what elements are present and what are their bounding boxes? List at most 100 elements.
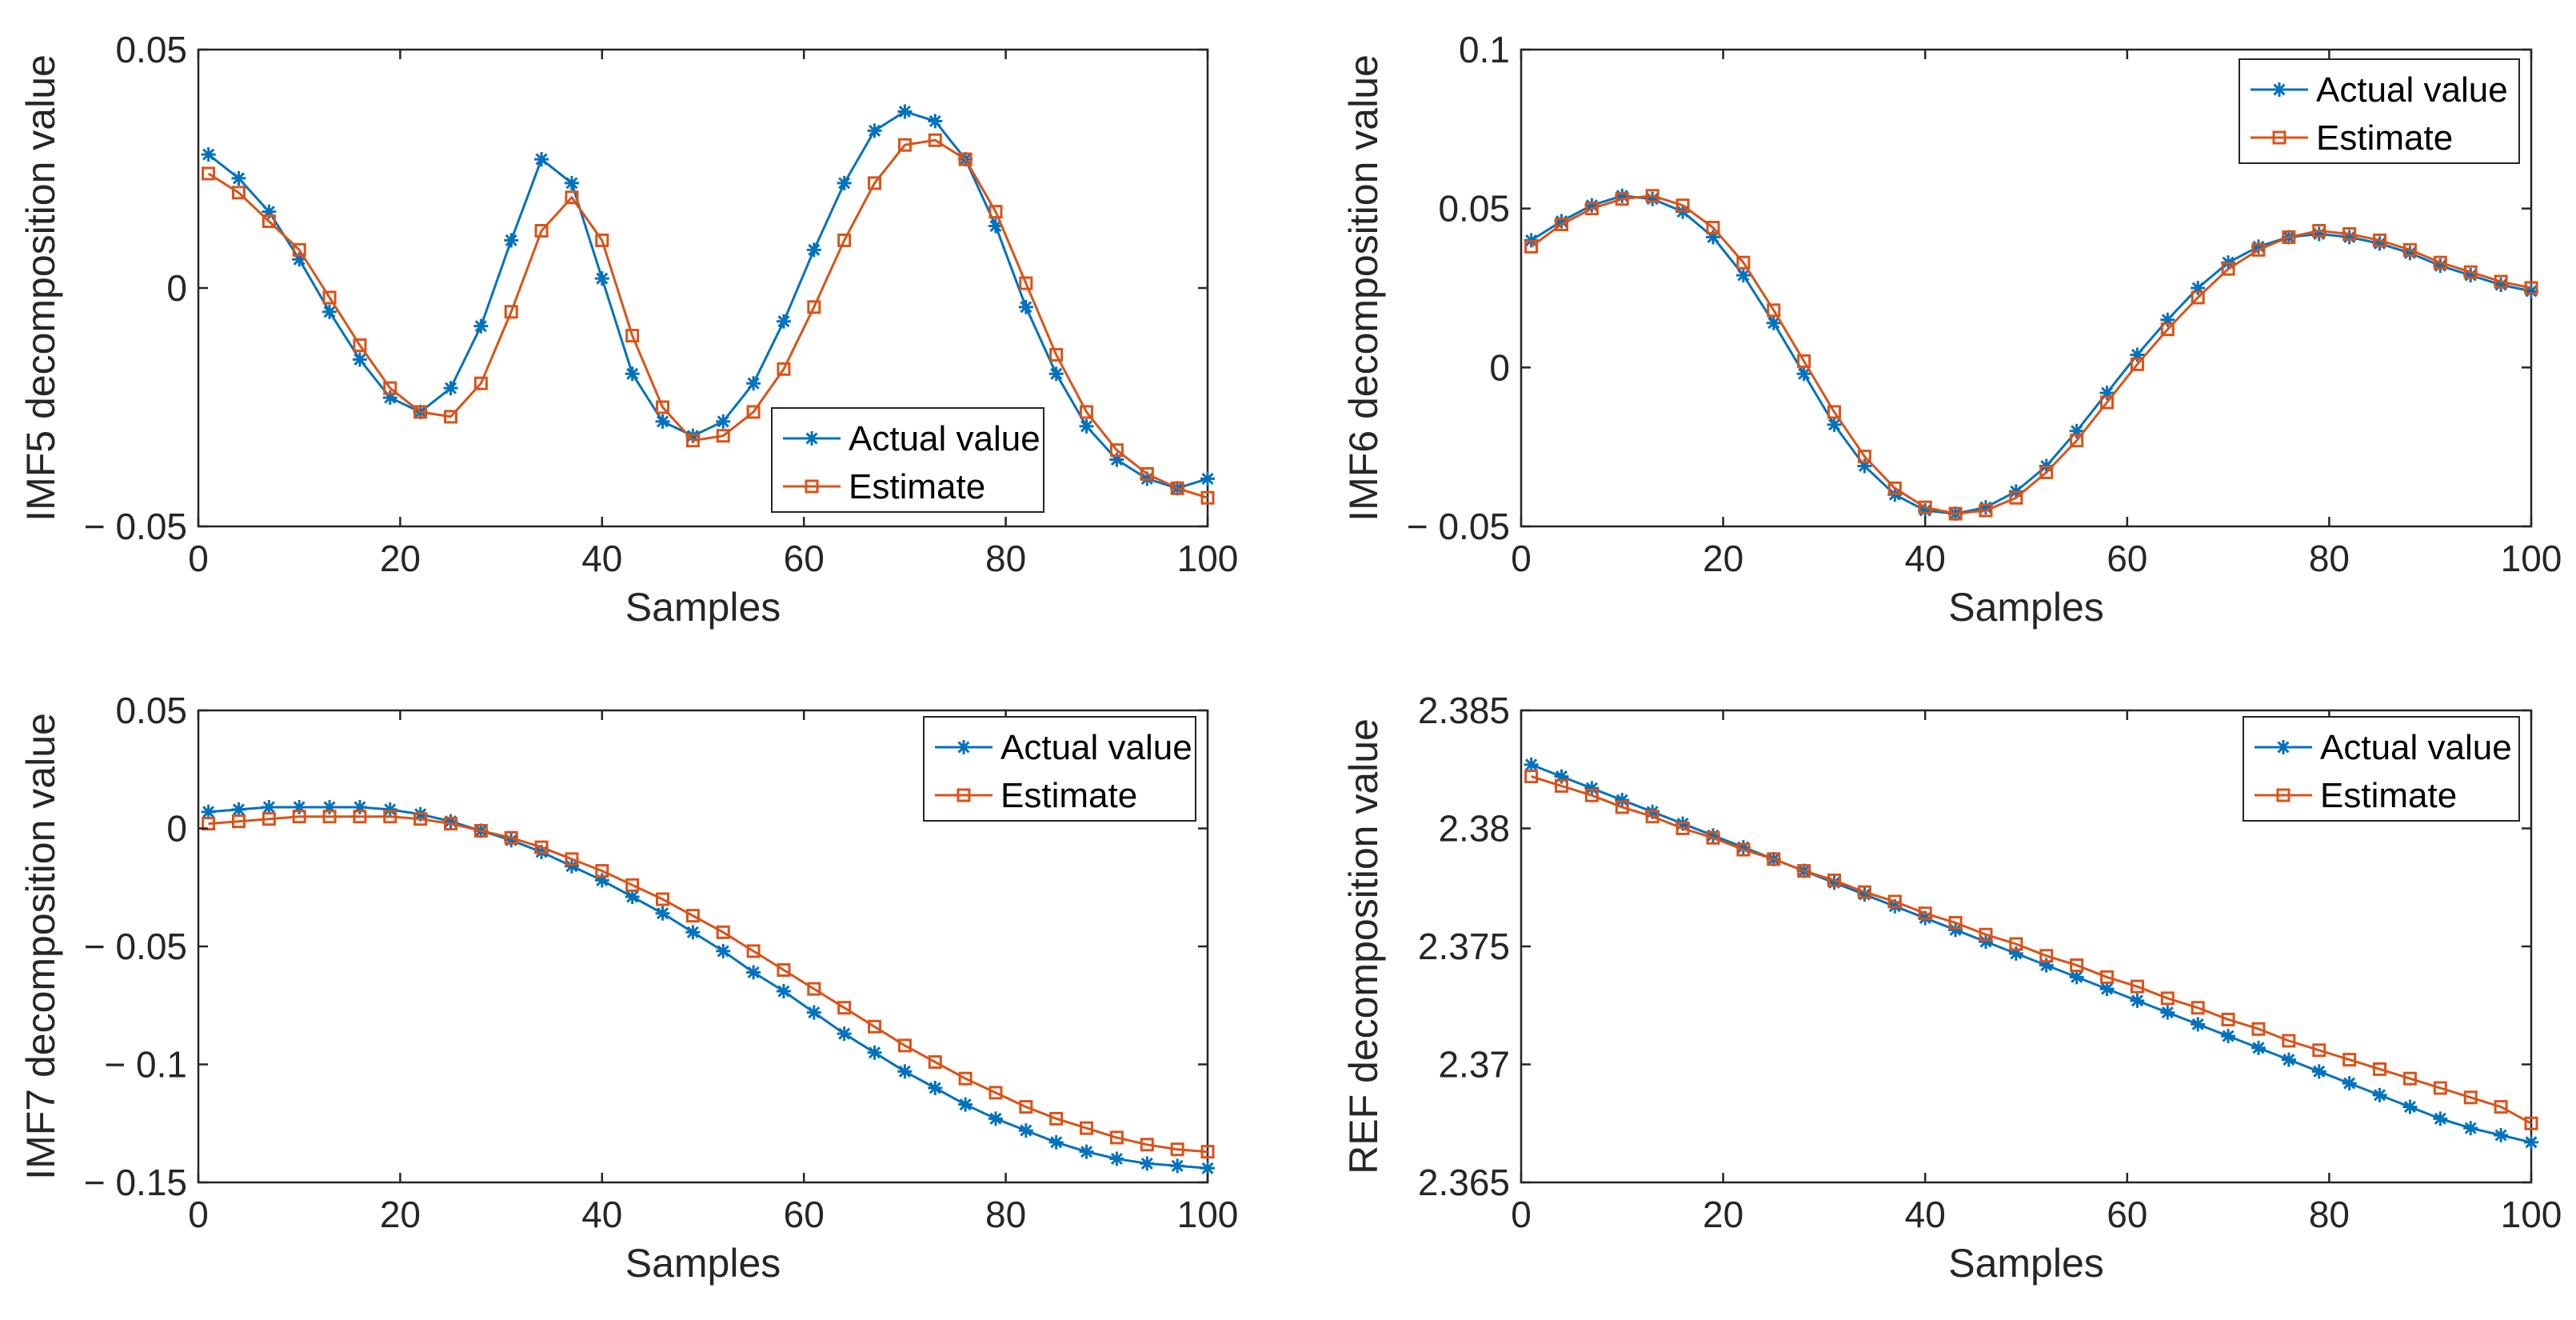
- data-point: [746, 376, 761, 391]
- data-point: [625, 329, 640, 343]
- data-point: [1524, 757, 1539, 772]
- data-point: [2221, 1029, 2236, 1044]
- data-point: [2009, 937, 2023, 951]
- legend-marker: [2276, 788, 2290, 802]
- data-point: [322, 304, 337, 319]
- data-point: [897, 138, 912, 152]
- chart-imf7: 0 20 40 60 80 100 − 0.15 − 0.1 − 0.05 0 0.05 Sample…: [18, 690, 1238, 1286]
- data-point: [837, 1026, 852, 1042]
- data-point: [1080, 405, 1094, 419]
- legend-marker: [805, 479, 819, 494]
- data-point: [2191, 290, 2205, 305]
- data-point: [1736, 255, 1751, 270]
- data-point: [292, 242, 306, 257]
- data-point: [231, 186, 246, 200]
- data-point: [1827, 417, 1842, 432]
- legend-entry-actual-value: Actual value: [2254, 728, 2512, 767]
- data-point: [837, 1001, 852, 1015]
- x-tick-label: 0: [188, 1194, 209, 1235]
- data-point: [2463, 1121, 2478, 1136]
- data-point: [1048, 1134, 1064, 1150]
- y-tick-label: − 0.05: [1407, 506, 1510, 547]
- data-point: [2070, 434, 2084, 448]
- data-point: [1019, 1100, 1033, 1114]
- data-point: [1018, 299, 1033, 314]
- legend-marker: [2276, 740, 2290, 754]
- y-tick-label: − 0.05: [84, 926, 187, 967]
- data-point: [201, 147, 216, 162]
- data-point: [1978, 934, 1993, 950]
- y-tick-label: − 0.15: [84, 1162, 187, 1203]
- legend-box: [771, 407, 1044, 513]
- data-point: [2130, 357, 2144, 371]
- series-line-estimate-ref: [1531, 775, 2532, 1125]
- data-point: [2494, 274, 2508, 289]
- data-point: [1796, 366, 1811, 382]
- x-tick-label: 80: [2309, 1194, 2350, 1235]
- data-point: [2160, 991, 2175, 1006]
- data-point: [473, 376, 488, 390]
- y-tick-label: 2.37: [1438, 1044, 1510, 1086]
- legend-imf6: Actual value Estimate: [2239, 58, 2520, 164]
- data-point: [1049, 347, 1064, 362]
- legend-entry-estimate: Estimate: [935, 776, 1137, 815]
- data-point: [625, 878, 640, 892]
- series-actual-value-imf7: [201, 799, 1215, 1176]
- data-point: [1140, 1156, 1155, 1171]
- data-point: [1109, 1151, 1124, 1166]
- data-point: [2342, 1053, 2357, 1067]
- data-point: [897, 1038, 912, 1053]
- data-point: [1918, 500, 1932, 514]
- data-point: [1797, 354, 1811, 368]
- data-point: [444, 817, 457, 831]
- legend-box: [923, 716, 1196, 822]
- legend-label: Estimate: [849, 467, 985, 506]
- x-tick-label: 40: [581, 1194, 622, 1235]
- data-point: [1645, 189, 1659, 203]
- y-tick-label: 2.375: [1418, 926, 1510, 967]
- data-point: [1857, 885, 1871, 899]
- data-point: [2433, 255, 2447, 270]
- data-point: [262, 799, 277, 814]
- series-line-actual-ref: [1531, 763, 2532, 1144]
- data-point: [958, 1097, 973, 1112]
- data-point: [292, 810, 306, 824]
- data-point: [2221, 262, 2235, 276]
- data-point: [564, 858, 579, 874]
- data-point: [655, 906, 670, 921]
- data-point: [1140, 466, 1154, 481]
- legend-marker: [2272, 82, 2286, 97]
- data-point: [897, 1064, 913, 1079]
- data-point: [231, 814, 246, 829]
- legend-entry-actual-value: Actual value: [935, 728, 1192, 767]
- data-point: [1584, 781, 1600, 796]
- x-tick-label: 20: [1703, 1194, 1743, 1235]
- data-point: [2130, 993, 2145, 1008]
- data-point: [807, 982, 821, 996]
- data-point: [1766, 315, 1781, 330]
- data-point: [1615, 192, 1629, 206]
- data-point: [2251, 242, 2266, 257]
- x-tick-label: 20: [380, 538, 421, 579]
- x-tick-label: 0: [1511, 538, 1532, 579]
- x-tick-label: 40: [1905, 538, 1946, 579]
- data-point: [1584, 788, 1599, 802]
- data-point: [1948, 506, 1963, 521]
- legend-marker: [957, 740, 971, 754]
- data-point: [1675, 198, 1690, 213]
- data-point: [2069, 970, 2084, 985]
- series-estimate-ref: [1524, 770, 2538, 1130]
- legend-ref: Actual value Estimate: [2243, 716, 2520, 822]
- legend-imf7: Actual value Estimate: [923, 716, 1196, 822]
- data-point: [1706, 221, 1720, 235]
- data-point: [383, 810, 397, 824]
- legend-label: Actual value: [2320, 728, 2512, 767]
- data-point: [231, 170, 246, 186]
- y-tick-label: 0.05: [115, 690, 187, 731]
- data-point: [716, 414, 731, 429]
- data-point: [353, 810, 367, 824]
- x-tick-label: 40: [1905, 1194, 1946, 1235]
- data-point: [1948, 916, 1963, 930]
- data-point: [716, 925, 730, 939]
- y-tick-label: 0: [166, 267, 187, 309]
